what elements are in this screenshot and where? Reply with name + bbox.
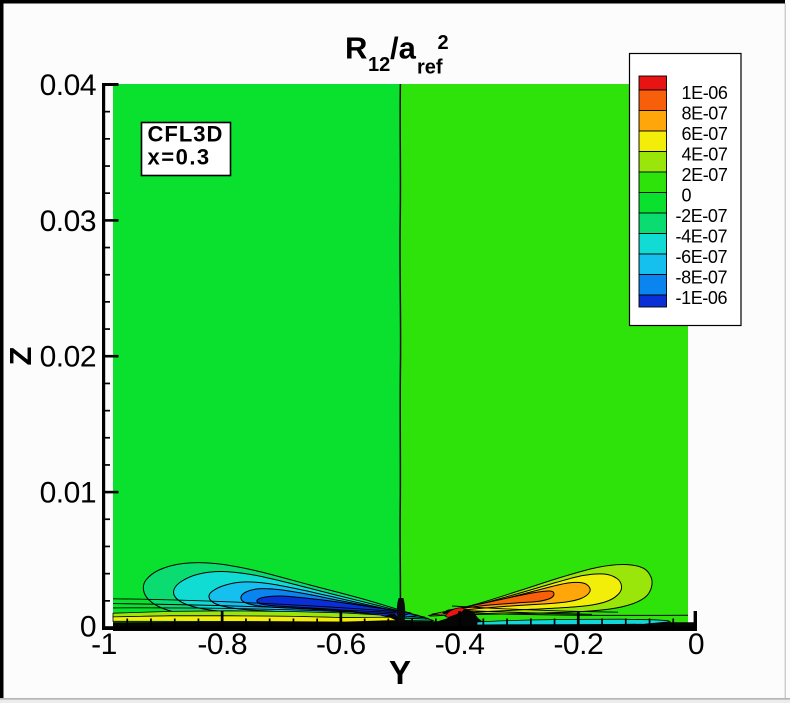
svg-text:R: R <box>345 31 367 66</box>
svg-text:-6E-07: -6E-07 <box>676 247 728 267</box>
svg-text:0.01: 0.01 <box>40 477 96 510</box>
svg-text:2E-07: 2E-07 <box>682 165 728 185</box>
svg-text:-0.6: -0.6 <box>316 628 366 661</box>
svg-text:0.04: 0.04 <box>40 69 96 102</box>
svg-text:1E-06: 1E-06 <box>682 83 728 103</box>
svg-text:12: 12 <box>368 54 390 76</box>
svg-text:ref: ref <box>417 57 443 79</box>
svg-text:0: 0 <box>80 610 96 643</box>
svg-text:-4E-07: -4E-07 <box>676 226 728 246</box>
svg-text:CFL3D: CFL3D <box>148 122 224 147</box>
svg-text:0.03: 0.03 <box>40 205 96 238</box>
svg-text:/a: /a <box>390 31 417 66</box>
svg-text:x=0.3: x=0.3 <box>148 145 211 170</box>
svg-text:2: 2 <box>438 32 449 54</box>
svg-text:0: 0 <box>688 628 704 661</box>
svg-text:Z: Z <box>3 346 38 365</box>
svg-text:8E-07: 8E-07 <box>682 103 728 123</box>
svg-text:-1E-06: -1E-06 <box>676 288 728 308</box>
svg-text:0.02: 0.02 <box>40 341 96 374</box>
svg-text:0: 0 <box>682 185 692 205</box>
svg-text:-8E-07: -8E-07 <box>676 267 728 287</box>
svg-text:Y: Y <box>389 654 411 691</box>
svg-text:6E-07: 6E-07 <box>682 124 728 144</box>
svg-text:-2E-07: -2E-07 <box>676 206 728 226</box>
svg-text:-0.8: -0.8 <box>197 628 247 661</box>
svg-text:-1: -1 <box>91 628 117 661</box>
svg-text:4E-07: 4E-07 <box>682 144 728 164</box>
svg-text:-0.4: -0.4 <box>435 628 485 661</box>
svg-text:-0.2: -0.2 <box>553 628 603 661</box>
